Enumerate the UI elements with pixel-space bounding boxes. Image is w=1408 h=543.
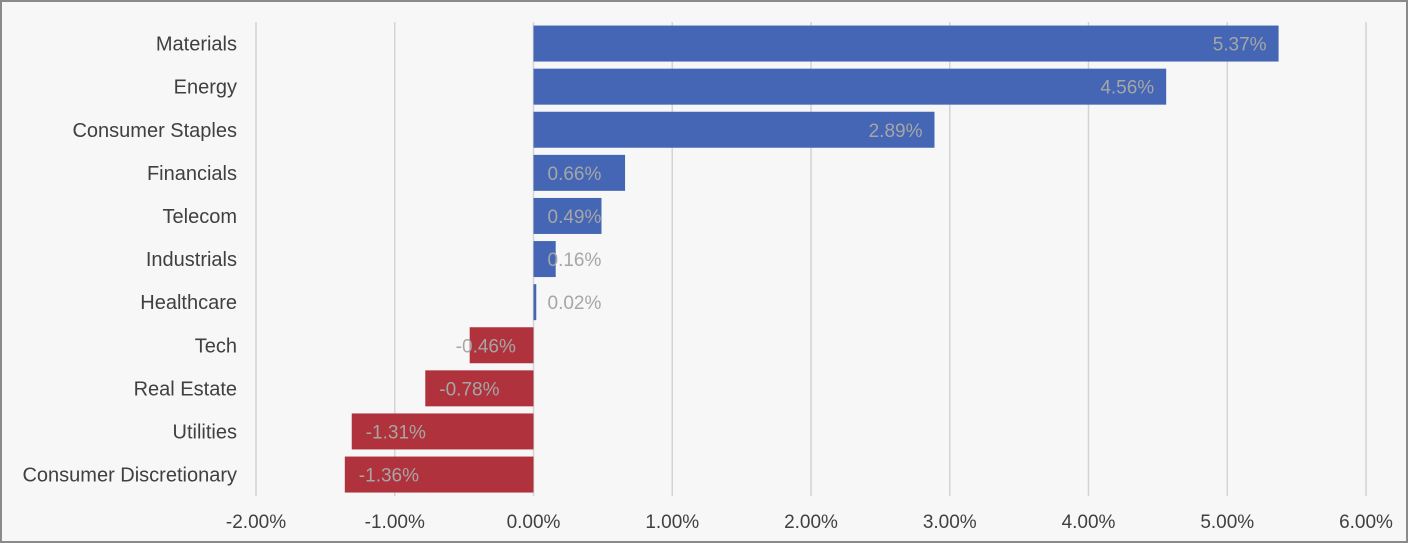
x-tick-label: -2.00% xyxy=(226,512,286,533)
category-label: Financials xyxy=(147,163,237,185)
bar-consumer-staples xyxy=(533,111,935,148)
bars xyxy=(344,25,1279,493)
x-tick-label: 0.00% xyxy=(507,512,561,533)
x-tick-label: 3.00% xyxy=(923,512,977,533)
x-tick-label: 1.00% xyxy=(645,512,699,533)
bar-financials xyxy=(533,154,626,191)
data-labels: 5.37% 4.56% 2.89% 0.66% 0.49% 0.16% 0.02% -0.46… xyxy=(359,35,1267,487)
data-label: -1.31% xyxy=(366,422,426,443)
bar-consumer-discretionary xyxy=(344,456,534,493)
bar-utilities xyxy=(351,413,534,450)
x-tick-label: 6.00% xyxy=(1339,512,1393,533)
data-label: 0.16% xyxy=(548,250,602,271)
bar-materials xyxy=(533,25,1279,62)
x-tick-label: -1.00% xyxy=(365,512,425,533)
category-label: Healthcare xyxy=(140,292,237,314)
category-label: Industrials xyxy=(146,249,237,271)
category-labels: Materials Energy Consumer Staples Financial… xyxy=(22,34,237,487)
data-label: -0.78% xyxy=(439,379,499,400)
data-label: 0.66% xyxy=(548,164,602,185)
x-tick-label: 5.00% xyxy=(1200,512,1254,533)
category-label: Energy xyxy=(174,77,237,99)
bar-healthcare xyxy=(533,284,537,321)
category-label: Telecom xyxy=(163,206,237,228)
category-label: Real Estate xyxy=(134,378,237,400)
category-label: Tech xyxy=(195,335,237,357)
bar-tech xyxy=(469,327,534,364)
data-label: 0.49% xyxy=(548,207,602,228)
data-label: 4.56% xyxy=(1100,78,1154,99)
bar-energy xyxy=(533,68,1167,105)
x-axis-tick-labels: -2.00% -1.00% 0.00% 1.00% 2.00% 3.00% 4.00% 5.0… xyxy=(226,512,1393,533)
bar-real-estate xyxy=(425,370,534,407)
data-label: -1.36% xyxy=(359,466,419,487)
data-label: 0.02% xyxy=(548,293,602,314)
bar-telecom xyxy=(533,197,602,234)
data-label: 2.89% xyxy=(869,121,923,142)
category-label: Materials xyxy=(156,34,237,56)
x-tick-label: 4.00% xyxy=(1062,512,1116,533)
category-label: Utilities xyxy=(173,421,237,443)
data-label: -0.46% xyxy=(456,336,516,357)
x-tick-label: 2.00% xyxy=(784,512,838,533)
bar-industrials xyxy=(533,241,556,278)
category-label: Consumer Staples xyxy=(72,120,237,142)
data-label: 5.37% xyxy=(1213,35,1267,56)
gridlines xyxy=(255,22,1367,496)
category-label: Consumer Discretionary xyxy=(22,465,237,487)
